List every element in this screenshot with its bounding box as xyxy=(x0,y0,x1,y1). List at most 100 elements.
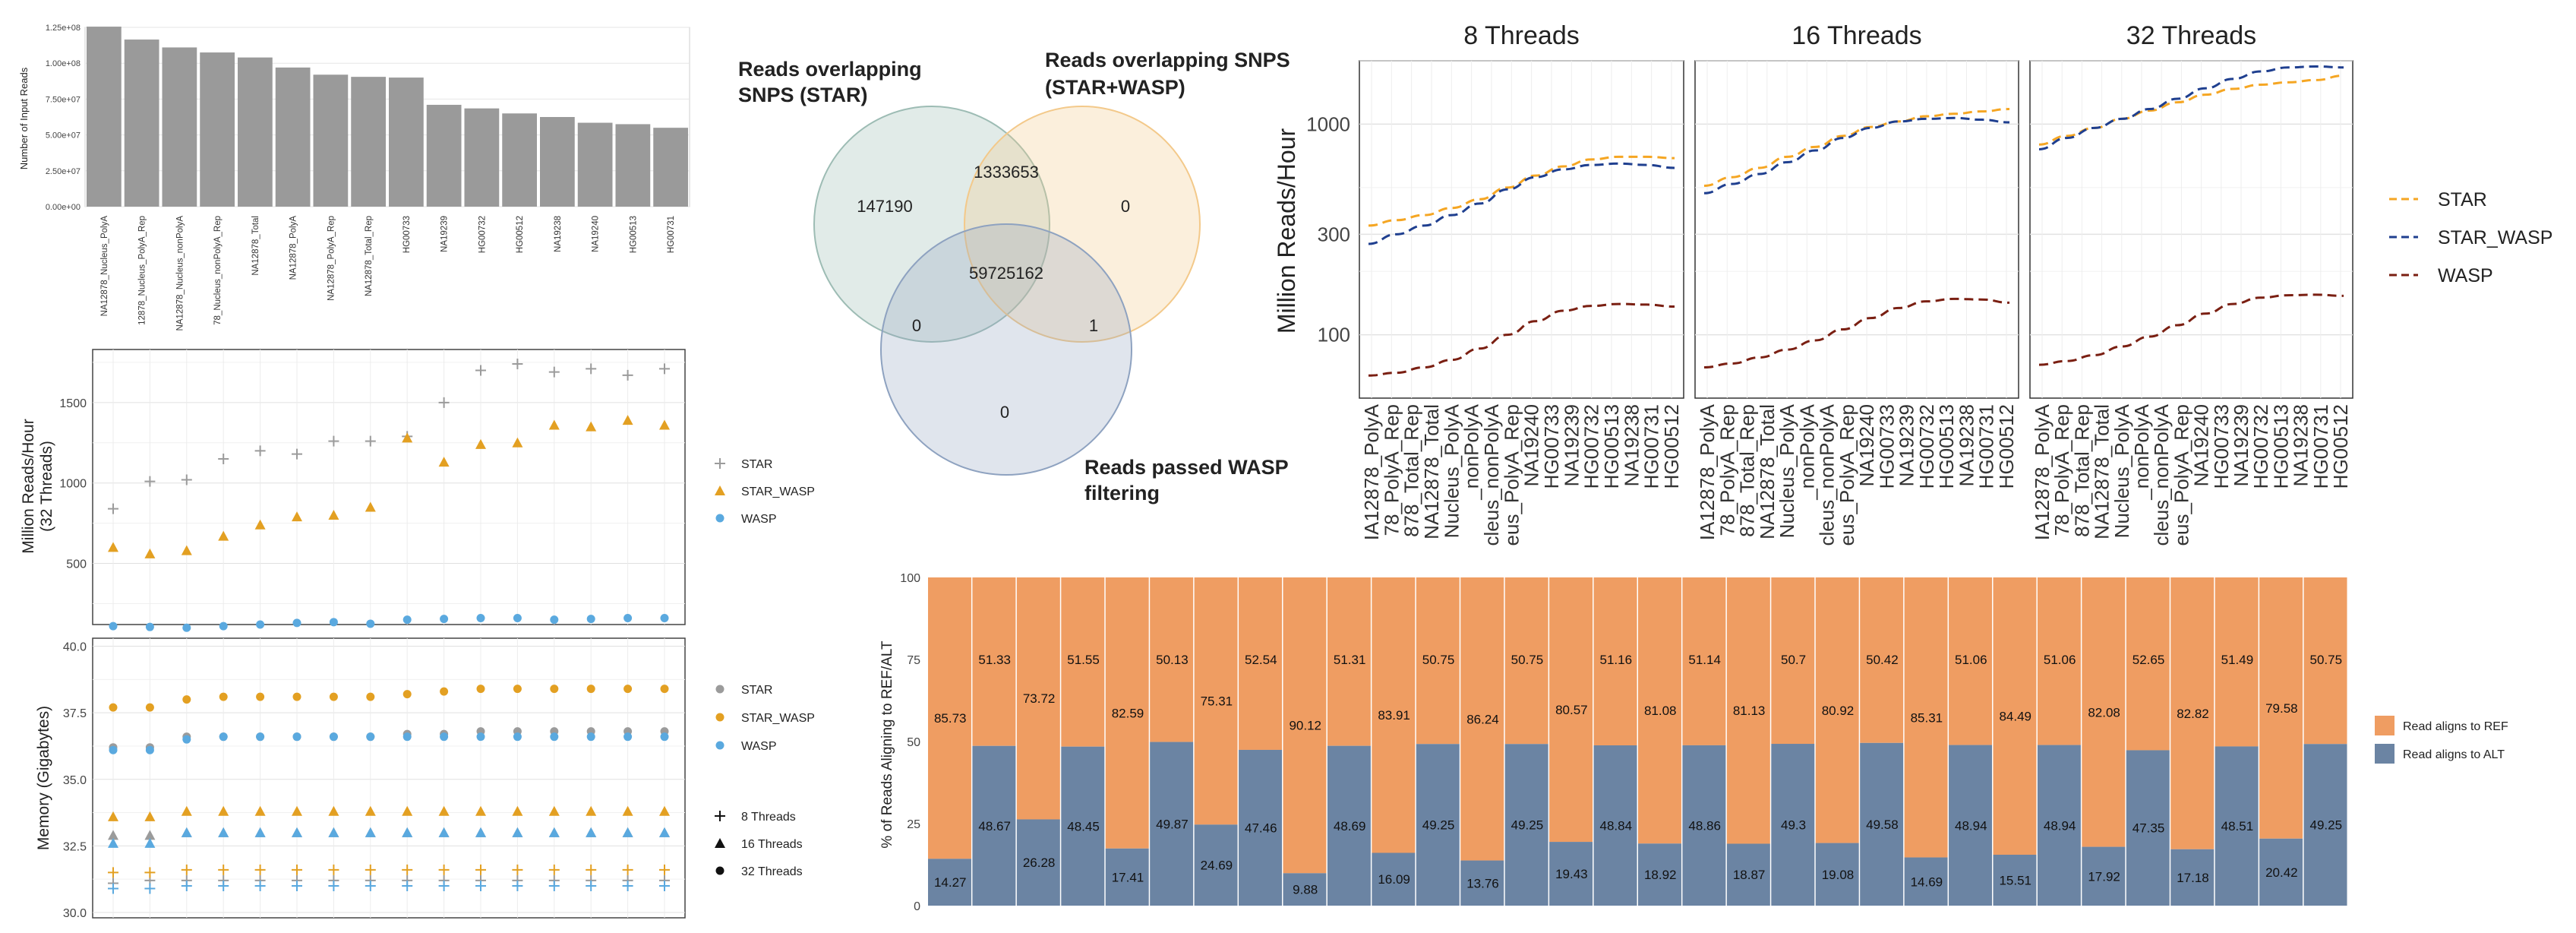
star-wasp-16-threads-point xyxy=(292,805,302,816)
wasp-16-threads-point xyxy=(475,827,486,837)
ref-bar-segment xyxy=(1150,577,1194,742)
ref-value-label: 81.08 xyxy=(1644,704,1677,718)
star-wasp-16-threads-point xyxy=(328,805,339,816)
facet-x-tick-label: 78_PolyA_Rep xyxy=(2050,404,2073,542)
wasp-32-threads-point xyxy=(366,732,375,742)
facet-x-tick-label: NA19240 xyxy=(1855,404,1878,486)
alt-bar-segment xyxy=(1061,746,1105,906)
star-wasp-16-threads-point xyxy=(365,805,376,816)
star-wasp-point xyxy=(328,510,339,520)
facet-x-tick-label: NA19238 xyxy=(2290,404,2312,486)
input-reads-y-tick-label: 7.50e+07 xyxy=(46,95,80,104)
star-wasp-point xyxy=(181,545,192,555)
ref-bar-segment xyxy=(1416,577,1460,745)
alt-value-label: 14.69 xyxy=(1911,874,1943,889)
input-reads-x-tick-label: NA12878_Total_Rep xyxy=(365,216,374,296)
facet-x-tick-label: HG00733 xyxy=(1540,404,1563,489)
facet-x-tick-label: 878_Total_Rep xyxy=(1736,404,1759,537)
star-wasp-16-threads-point xyxy=(218,805,229,816)
facet-x-tick-label: HG00733 xyxy=(1875,404,1898,489)
star-wasp-8-threads-point xyxy=(475,864,486,875)
input-reads-bar xyxy=(313,74,349,207)
star-wasp-point xyxy=(254,519,266,530)
wasp-32-threads-point xyxy=(292,732,301,742)
facet-y-tick-label: 100 xyxy=(1318,324,1350,346)
ref-bar-segment xyxy=(2259,577,2303,839)
ref-value-label: 50.42 xyxy=(1866,653,1899,667)
facet-x-tick-label: HG00731 xyxy=(2309,404,2332,489)
ref-bar-segment xyxy=(1327,577,1371,746)
legend-color-key xyxy=(715,741,724,750)
ref-value-label: 51.16 xyxy=(1600,653,1633,667)
alt-bar-segment xyxy=(1016,819,1060,906)
input-reads-x-tick-label: NA12878_PolyA_Rep xyxy=(327,216,336,301)
wasp-point xyxy=(513,614,522,623)
venn-starwasp-title-line2: (STAR+WASP) xyxy=(1045,76,1185,99)
input-reads-x-tick-label: 78_Nucleus_nonPolyA_Rep xyxy=(213,216,223,325)
star-wasp-16-threads-point xyxy=(475,805,486,816)
input-reads-bar xyxy=(124,40,159,207)
facet-x-tick-label: HG00733 xyxy=(2210,404,2233,489)
alt-value-label: 18.92 xyxy=(1644,868,1677,882)
ref-value-label: 82.08 xyxy=(2088,705,2120,720)
alt-bar-segment xyxy=(1726,843,1770,906)
ref-value-label: 73.72 xyxy=(1023,691,1056,706)
facet-x-tick-label: eus_PolyA_Rep xyxy=(1836,404,1858,546)
memory-y-tick-label: 30.0 xyxy=(63,907,87,920)
star-wasp-32-threads-point xyxy=(366,692,375,701)
alt-bar-segment xyxy=(2259,838,2303,906)
input-reads-x-tick-label: NA19238 xyxy=(554,216,563,252)
facet-x-tick-label: HG00732 xyxy=(1915,404,1938,489)
alt-value-label: 49.58 xyxy=(1866,818,1899,832)
alt-value-label: 47.46 xyxy=(1245,821,1277,835)
input-reads-bar xyxy=(238,57,273,207)
ref-bar-segment xyxy=(1638,577,1681,844)
star-point xyxy=(438,397,450,408)
alt-bar-segment xyxy=(1105,848,1149,906)
alt-value-label: 47.35 xyxy=(2132,821,2165,836)
venn-star-starwasp: 1333653 xyxy=(974,163,1039,182)
wasp-line xyxy=(1703,297,2010,369)
wasp-line xyxy=(1368,302,1675,377)
facet-x-tick-label: NA19240 xyxy=(2190,404,2213,486)
wasp-32-threads-point xyxy=(219,732,228,742)
facet-x-tick-label: 78_PolyA_Rep xyxy=(1716,404,1738,542)
legend-label: WASP xyxy=(741,513,777,526)
ref-value-label: 51.06 xyxy=(2044,653,2076,667)
star-wasp-32-threads-point xyxy=(256,692,265,701)
venn-star-only: 147190 xyxy=(857,197,912,216)
ref-alt-y-ticks: 0 25 50 75 100 xyxy=(900,572,920,913)
input-reads-bar xyxy=(200,52,235,207)
facet-x-tick-label: HG00731 xyxy=(1975,404,1998,489)
alt-value-label: 48.69 xyxy=(1334,819,1366,833)
legend-color-key xyxy=(715,713,724,722)
reads-per-hour-y-tick-label: 500 xyxy=(66,558,87,571)
alt-value-label: 17.41 xyxy=(1112,870,1144,884)
ref-bar-segment xyxy=(2037,577,2081,745)
wasp-8-threads-point xyxy=(438,880,450,891)
legend-label: Read aligns to REF xyxy=(2403,720,2508,733)
input-reads-y-tick-label: 2.50e+07 xyxy=(46,167,80,176)
star-wasp-8-threads-point xyxy=(181,864,192,875)
star-point xyxy=(365,435,376,447)
star-wasp-8-threads-point xyxy=(402,864,413,875)
alt-value-label: 9.88 xyxy=(1293,883,1318,897)
input-reads-bar xyxy=(389,77,424,207)
wasp-point xyxy=(109,621,118,631)
alt-bar-segment xyxy=(1194,824,1238,906)
reads-per-hour-y-tick-label: 1000 xyxy=(59,478,87,491)
ref-bar-segment xyxy=(1993,577,2037,855)
ref-bar-segment xyxy=(1682,577,1726,745)
legend-wasp-key xyxy=(715,514,724,523)
star-wasp-8-threads-point xyxy=(622,864,633,875)
ref-value-label: 82.82 xyxy=(2177,707,2209,721)
ref-alt-y-tick-label: 100 xyxy=(900,572,920,585)
facet-x-tick-label: HG00731 xyxy=(1640,404,1663,489)
input-reads-x-tick-label: NA19239 xyxy=(440,216,450,252)
memory-y-tick-label: 35.0 xyxy=(63,774,87,787)
alt-bar-segment xyxy=(1327,745,1371,906)
wasp-line xyxy=(2038,293,2344,366)
ref-alt-panel: 85.73 14.27 51.33 48.67 73.72 26.28 51.55 48.45… xyxy=(879,572,2508,913)
facet-x-tick-label: HG00512 xyxy=(2329,404,2352,489)
